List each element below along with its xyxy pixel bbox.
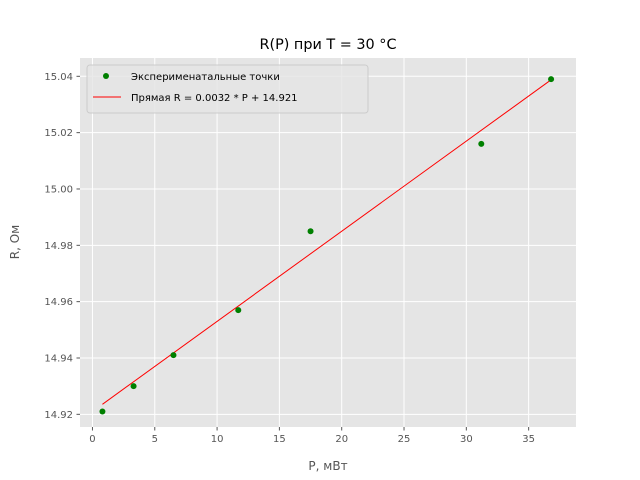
y-axis-ticks: 14.92 14.94 14.96 14.98 15.00 15.02 15.04	[44, 72, 80, 421]
y-tick-label: 15.00	[44, 184, 73, 195]
x-tick-label: 0	[89, 434, 95, 445]
x-tick-label: 35	[522, 434, 535, 445]
x-axis-label: P, мВт	[308, 459, 347, 473]
data-point	[307, 228, 314, 235]
y-tick-label: 14.98	[44, 241, 73, 252]
data-point	[170, 352, 177, 359]
x-axis-ticks: 0 5 10 15 20 25 30 35	[89, 427, 535, 445]
x-tick-label: 15	[273, 434, 286, 445]
data-point	[99, 408, 106, 415]
fit-line	[102, 79, 552, 405]
x-tick-label: 10	[211, 434, 224, 445]
legend: Эксперименатальные точки Прямая R = 0.00…	[86, 64, 369, 114]
y-tick-label: 14.92	[44, 410, 73, 421]
legend-box	[86, 64, 369, 114]
y-tick-label: 14.96	[44, 297, 73, 308]
grid	[80, 58, 576, 427]
x-tick-label: 30	[460, 434, 473, 445]
y-tick-label: 15.02	[44, 128, 73, 139]
data-point	[130, 383, 137, 390]
data-point	[548, 76, 555, 83]
legend-label-line: Прямая R = 0.0032 * P + 14.921	[131, 93, 298, 104]
data-point	[478, 140, 485, 147]
chart-title: R(P) при T = 30 °C	[259, 37, 396, 53]
plot-area	[80, 58, 576, 427]
y-tick-label: 15.04	[44, 72, 73, 83]
y-tick-label: 14.94	[44, 353, 73, 364]
legend-label-scatter: Эксперименатальные точки	[131, 72, 280, 83]
x-tick-label: 5	[152, 434, 158, 445]
data-point	[235, 307, 242, 314]
x-tick-label: 20	[335, 434, 348, 445]
y-axis-label: R, Ом	[8, 225, 22, 259]
legend-marker-scatter	[103, 73, 109, 79]
x-tick-label: 25	[398, 434, 411, 445]
chart-marks	[99, 76, 555, 415]
